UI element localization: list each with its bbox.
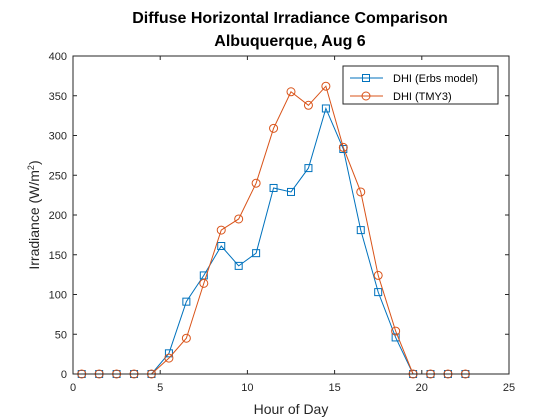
data-point (269, 123, 279, 133)
legend-marker-tmy3 (361, 91, 371, 101)
data-point (373, 270, 383, 280)
data-point (287, 187, 295, 196)
y-tick-label: 100 (49, 290, 67, 302)
data-point (356, 187, 366, 197)
data-point (356, 226, 365, 235)
y-axis: 0 50 100 150 200 250 300 350 400 (49, 51, 509, 381)
y-axis-label-tail: ) (26, 160, 42, 165)
data-point (234, 214, 244, 224)
legend-box (342, 65, 499, 105)
data-point (199, 278, 209, 288)
data-point (251, 178, 261, 188)
legend-label-erbs: DHI (Erbs model) (393, 73, 478, 85)
chart-title-line-1: Diffuse Horizontal Irradiance Comparison (132, 10, 448, 27)
data-point (164, 349, 173, 358)
plot-area (73, 56, 509, 374)
data-point (234, 261, 243, 270)
chart-title-line-2: Albuquerque, Aug 6 (214, 33, 366, 50)
y-axis-label-superscript: 2 (26, 165, 36, 170)
data-point (338, 142, 348, 152)
x-axis: 0 5 10 15 20 25 (70, 56, 515, 394)
x-tick-label: 25 (503, 382, 515, 394)
y-tick-label: 200 (49, 210, 67, 222)
y-tick-label: 300 (49, 131, 67, 143)
data-point (286, 87, 296, 97)
x-tick-label: 0 (70, 382, 76, 394)
y-tick-label: 350 (49, 91, 67, 103)
data-point (216, 225, 226, 235)
x-tick-label: 15 (328, 382, 340, 394)
x-tick-label: 20 (416, 382, 428, 394)
data-point (252, 249, 261, 258)
data-point (321, 104, 330, 113)
x-axis-label: Hour of Day (254, 401, 329, 417)
y-tick-label: 0 (61, 369, 67, 381)
y-axis-label-main: Irradiance (W/m (26, 170, 42, 270)
data-point (164, 353, 174, 363)
data-point (269, 183, 278, 192)
y-tick-label: 50 (55, 329, 67, 341)
legend-label-tmy3: DHI (TMY3) (393, 91, 452, 103)
data-point (182, 297, 191, 306)
y-tick-label: 250 (49, 170, 67, 182)
legend-marker-erbs (362, 74, 370, 82)
x-tick-label: 5 (157, 382, 163, 394)
data-point (304, 164, 313, 173)
legend: DHI (Erbs model) DHI (TMY3) (342, 65, 499, 105)
data-point (217, 242, 226, 251)
data-point (391, 326, 401, 336)
y-tick-label: 400 (49, 51, 67, 63)
data-point (374, 288, 383, 297)
data-point (181, 333, 191, 343)
data-point (391, 333, 400, 342)
data-point (321, 81, 331, 91)
y-axis-label: Irradiance (W/m2) (26, 160, 42, 269)
y-tick-label: 150 (49, 250, 67, 262)
x-tick-label: 10 (241, 382, 253, 394)
data-point (303, 100, 313, 110)
